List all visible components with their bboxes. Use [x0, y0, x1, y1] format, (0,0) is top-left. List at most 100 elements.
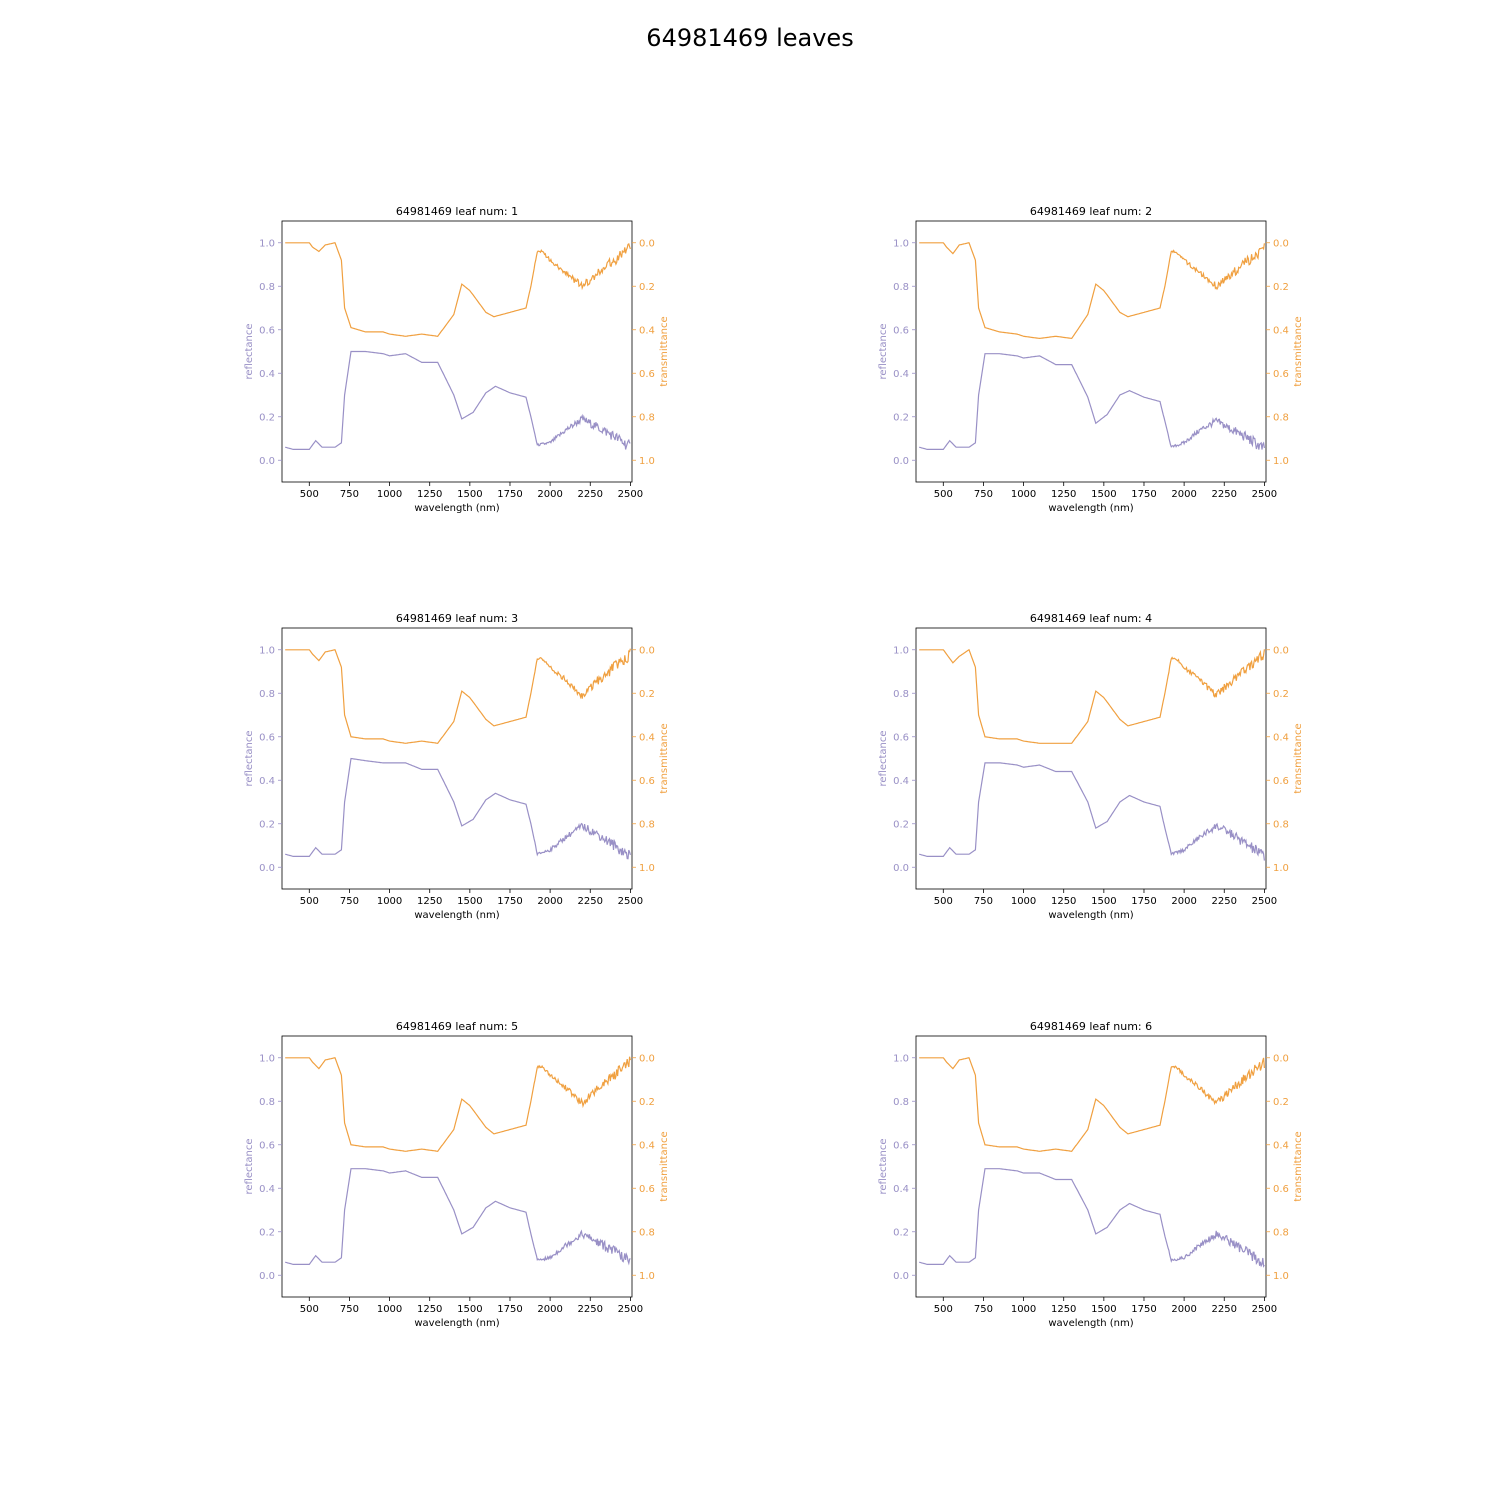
x-axis-label: wavelength (nm) [1048, 1318, 1133, 1329]
y-tick-label: 0.4 [259, 1184, 275, 1195]
y2-tick-label: 0.0 [1273, 238, 1289, 249]
y2-tick-label: 0.0 [1273, 1053, 1289, 1064]
x-tick-label: 1000 [1011, 489, 1036, 500]
y-tick-label: 0.0 [893, 1271, 909, 1282]
x-tick-label: 1250 [417, 896, 442, 907]
subplot-6: 500 750 1000 1250 1500 1750 2000 2250 2500 0.0 0.2… [878, 1020, 1304, 1329]
subplot-title: 64981469 leaf num: 4 [1030, 612, 1152, 625]
y-axis-label: reflectance [244, 323, 255, 379]
x-tick-label: 2250 [1212, 1304, 1237, 1315]
series-line-reflectance [285, 757, 631, 860]
x-tick-label: 1750 [497, 1304, 522, 1315]
x-tick-label: 2500 [1252, 1304, 1277, 1315]
y-tick-label: 0.6 [259, 325, 275, 336]
x-tick-label: 500 [934, 489, 953, 500]
y-tick-label: 1.0 [893, 1053, 909, 1064]
x-tick-label: 1750 [1131, 1304, 1156, 1315]
axes-frame [915, 1035, 1267, 1298]
y2-tick-label: 0.2 [639, 1097, 655, 1108]
y2-tick-label: 0.4 [1273, 325, 1289, 336]
series-line-reflectance [919, 762, 1265, 861]
x-tick-label: 1250 [1051, 489, 1076, 500]
y-tick-label: 0.6 [893, 732, 909, 743]
x-tick-label: 500 [934, 896, 953, 907]
y-axis-label: reflectance [244, 1138, 255, 1194]
x-tick-label: 1500 [1091, 489, 1116, 500]
y2-tick-label: 0.2 [639, 282, 655, 293]
y2-tick-label: 0.2 [639, 689, 655, 700]
y2-tick-label: 0.0 [639, 645, 655, 656]
x-tick-label: 2500 [618, 1304, 643, 1315]
y-tick-label: 0.0 [259, 863, 275, 874]
x-tick-label: 1750 [497, 896, 522, 907]
x-tick-label: 1250 [1051, 896, 1076, 907]
x-tick-label: 1500 [457, 1304, 482, 1315]
y2-tick-label: 0.8 [1273, 1227, 1289, 1238]
y2-tick-label: 0.4 [639, 325, 655, 336]
x-tick-label: 2000 [537, 1304, 562, 1315]
y-tick-label: 0.8 [893, 282, 909, 293]
y-tick-label: 0.0 [893, 863, 909, 874]
y2-axis-label: transmittance [659, 1131, 670, 1201]
y2-tick-label: 0.2 [1273, 1097, 1289, 1108]
x-tick-label: 1000 [1011, 896, 1036, 907]
axes-frame [281, 220, 633, 483]
y2-tick-label: 0.8 [639, 819, 655, 830]
x-tick-label: 1750 [1131, 896, 1156, 907]
x-tick-label: 750 [340, 1304, 359, 1315]
x-tick-label: 1500 [457, 489, 482, 500]
y2-tick-label: 0.4 [639, 732, 655, 743]
x-tick-label: 2250 [578, 489, 603, 500]
y-tick-label: 0.2 [259, 412, 275, 423]
x-axis-label: wavelength (nm) [414, 910, 499, 921]
y2-tick-label: 0.8 [639, 1227, 655, 1238]
x-tick-label: 1000 [377, 489, 402, 500]
y-tick-label: 0.0 [259, 1271, 275, 1282]
x-tick-label: 750 [974, 896, 993, 907]
y-tick-label: 1.0 [259, 645, 275, 656]
figure-title: 64981469 leaves [646, 24, 854, 52]
series-line-transmittance [285, 242, 631, 337]
x-axis-label: wavelength (nm) [414, 1318, 499, 1329]
series-line-reflectance [919, 353, 1265, 450]
x-tick-label: 750 [340, 896, 359, 907]
y-tick-label: 0.4 [893, 369, 909, 380]
x-tick-label: 1250 [417, 1304, 442, 1315]
y-tick-label: 0.6 [259, 732, 275, 743]
x-tick-label: 500 [934, 1304, 953, 1315]
y2-tick-label: 0.4 [1273, 732, 1289, 743]
y2-tick-label: 0.6 [1273, 369, 1289, 380]
x-tick-label: 500 [300, 896, 319, 907]
x-tick-label: 2000 [537, 896, 562, 907]
x-axis-label: wavelength (nm) [414, 503, 499, 514]
series-line-transmittance [919, 648, 1265, 744]
y2-axis-label: transmittance [1293, 1131, 1304, 1201]
y-tick-label: 0.8 [259, 689, 275, 700]
x-tick-label: 1250 [417, 489, 442, 500]
x-tick-label: 2500 [618, 489, 643, 500]
y-tick-label: 0.2 [893, 1227, 909, 1238]
y2-tick-label: 0.0 [639, 1053, 655, 1064]
y-tick-label: 0.0 [259, 456, 275, 467]
y2-tick-label: 0.8 [1273, 819, 1289, 830]
y2-tick-label: 0.0 [1273, 645, 1289, 656]
y2-tick-label: 0.6 [1273, 1184, 1289, 1195]
series-line-reflectance [285, 1168, 631, 1266]
y2-axis-label: transmittance [1293, 316, 1304, 386]
y-tick-label: 0.4 [259, 369, 275, 380]
x-tick-label: 1750 [497, 489, 522, 500]
y-tick-label: 0.4 [893, 1184, 909, 1195]
y2-tick-label: 1.0 [1273, 456, 1289, 467]
subplot-1: 500 750 1000 1250 1500 1750 2000 2250 2500 0.0 0.2… [244, 205, 670, 514]
y-tick-label: 0.2 [893, 412, 909, 423]
y2-tick-label: 0.2 [1273, 689, 1289, 700]
x-tick-label: 2000 [537, 489, 562, 500]
y2-tick-label: 0.6 [1273, 776, 1289, 787]
y2-axis-label: transmittance [659, 723, 670, 793]
y-tick-label: 0.4 [893, 776, 909, 787]
subplot-4: 500 750 1000 1250 1500 1750 2000 2250 2500 0.0 0.2… [878, 612, 1304, 921]
y-tick-label: 0.8 [259, 1097, 275, 1108]
y2-tick-label: 1.0 [639, 456, 655, 467]
x-tick-label: 2000 [1171, 1304, 1196, 1315]
